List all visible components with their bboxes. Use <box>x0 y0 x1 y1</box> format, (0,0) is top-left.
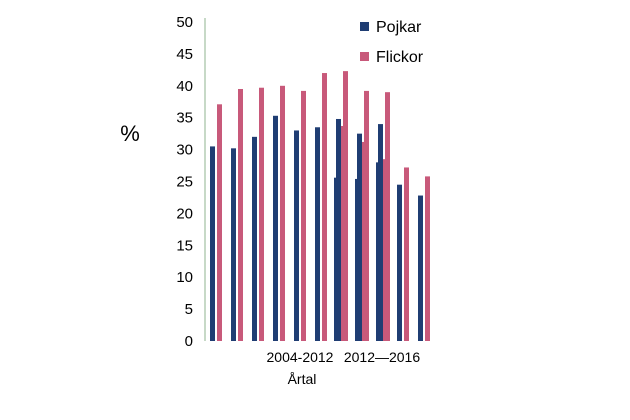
bar-flickor-1-2 <box>238 88 243 342</box>
bar-flickor-2-1 <box>341 125 346 341</box>
y-tick-label: 30 <box>176 142 193 159</box>
y-tick-label: 20 <box>176 205 193 222</box>
bar-pojkar-2-5 <box>418 195 423 341</box>
bar-pojkar-1-6 <box>315 127 320 342</box>
legend-swatch-pojkar <box>360 22 369 31</box>
bar-pojkar-2-2 <box>355 178 360 341</box>
bar-flickor-2-2 <box>362 141 367 341</box>
bar-flickor-2-3 <box>383 159 388 341</box>
group-labels: 2004-2012 2012—2016 <box>267 349 421 365</box>
bar-pojkar-1-1 <box>210 146 215 341</box>
bar-flickor-1-1 <box>217 104 222 341</box>
y-tick-label: 50 <box>176 14 193 31</box>
y-tick-label: 35 <box>176 110 193 127</box>
bar-pojkar-2-1 <box>334 177 339 341</box>
bar-pojkar-2-3 <box>376 162 381 341</box>
y-axis-label: % <box>120 121 140 146</box>
bar-pojkar-2-4 <box>397 184 402 341</box>
bars <box>210 71 430 342</box>
x-axis-label: Årtal <box>288 371 317 387</box>
bar-flickor-2-4 <box>404 167 409 341</box>
bar-flickor-1-5 <box>301 90 306 342</box>
bar-flickor-1-6 <box>322 73 327 341</box>
y-tick-label: 40 <box>176 78 193 95</box>
y-tick-label: 5 <box>185 301 193 318</box>
legend-label-pojkar: Pojkar <box>376 19 422 36</box>
bar-pojkar-1-4 <box>273 115 278 341</box>
group-label-2: 2012—2016 <box>344 349 421 365</box>
group-label-1: 2004-2012 <box>267 349 334 365</box>
bar-flickor-1-4 <box>280 85 285 341</box>
legend-label-flickor: Flickor <box>376 49 424 66</box>
bar-flickor-2-5 <box>425 176 430 341</box>
y-tick-label: 0 <box>185 333 193 350</box>
bar-pojkar-1-3 <box>252 136 257 341</box>
legend: Pojkar Flickor <box>360 19 424 66</box>
y-tick-labels: 0 5 10 15 20 25 30 35 40 45 50 <box>176 14 193 350</box>
y-tick-label: 25 <box>176 174 193 191</box>
y-tick-label: 45 <box>176 46 193 63</box>
y-tick-label: 10 <box>176 269 193 286</box>
bar-flickor-1-3 <box>259 87 264 342</box>
bar-pojkar-1-2 <box>231 148 236 341</box>
bar-pojkar-1-5 <box>294 130 299 341</box>
y-tick-label: 15 <box>176 237 193 254</box>
legend-swatch-flickor <box>360 52 369 61</box>
